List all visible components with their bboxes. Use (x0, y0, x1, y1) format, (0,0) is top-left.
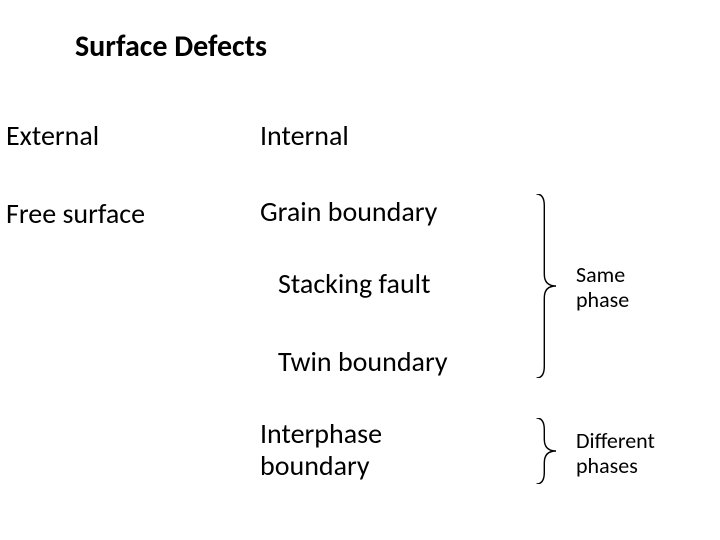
annot-line: phase (576, 286, 629, 313)
internal-column-header: Internal (260, 118, 349, 153)
brace-path (537, 418, 557, 484)
brace-same-phase (530, 194, 556, 378)
external-column-header: External (6, 118, 99, 153)
annotation-different-phases: Differentphases (576, 428, 655, 479)
internal-item-grain-boundary: Grain boundary (260, 196, 437, 228)
internal-item-interphase-boundary: Interphaseboundary (260, 418, 382, 482)
item-line: Interphase (260, 416, 382, 451)
annot-line: Same (576, 261, 625, 288)
annotation-same-phase: Samephase (576, 262, 629, 313)
brace-path (537, 194, 557, 378)
internal-item-stacking-fault: Stacking fault (278, 268, 430, 300)
item-line: boundary (260, 448, 370, 483)
external-item-free-surface: Free surface (6, 196, 145, 231)
annot-line: phases (576, 452, 638, 479)
internal-item-twin-boundary: Twin boundary (278, 346, 448, 378)
brace-different-phases (530, 418, 556, 484)
slide-title: Surface Defects (75, 28, 267, 65)
annot-line: Different (576, 427, 655, 454)
